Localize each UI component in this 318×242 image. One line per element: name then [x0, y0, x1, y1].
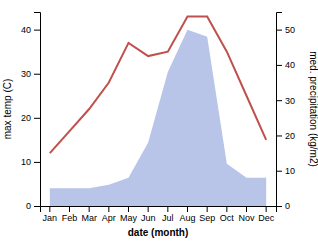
y-tick-mark: [34, 30, 40, 31]
y2-tick-mark: [276, 100, 282, 101]
y-axis-line: [34, 13, 41, 207]
x-tick-label: Jan: [43, 213, 58, 223]
y2-axis-line: [277, 13, 283, 207]
y2-axis: 0 10 20 30 40 50: [276, 13, 295, 212]
y-tick-label: 20: [21, 113, 31, 123]
y-tick-label: 0: [26, 201, 31, 211]
y2-tick-label: 50: [285, 25, 295, 35]
x-tick-mark: [148, 206, 149, 212]
x-axis-title: date (month): [128, 227, 189, 238]
y2-tick: 30: [276, 96, 295, 106]
x-tick-mark: [207, 206, 208, 212]
x-tick-label: Nov: [238, 213, 255, 223]
y-tick: 10: [21, 157, 40, 167]
x-tick: Apr: [102, 206, 116, 223]
plot: Jan FebMar Apr MayJun Jul Aug Sep OctNovDec 0 10 2…: [21, 13, 295, 224]
x-tick: Jan: [43, 206, 58, 223]
x-tick-label: Dec: [258, 213, 275, 223]
x-tick: Jun: [141, 206, 156, 223]
x-tick-mark: [49, 206, 50, 212]
y2-tick-mark: [276, 171, 282, 172]
y2-tick: 50: [276, 25, 295, 35]
x-tick: Aug: [179, 206, 195, 223]
x-tick-label: Aug: [179, 213, 195, 223]
x-tick-label: Mar: [81, 213, 97, 223]
y2-tick-label: 40: [285, 60, 295, 70]
y-tick-mark: [34, 206, 40, 207]
x-tick-mark: [187, 206, 188, 212]
x-tick-label: Jul: [162, 213, 174, 223]
x-tick-label: Feb: [62, 213, 78, 223]
x-tick: Oct: [220, 206, 235, 223]
y2-tick-mark: [276, 65, 282, 66]
y-axis-title: max temp (C): [2, 79, 13, 140]
x-tick-mark: [226, 206, 227, 212]
x-tick: Dec: [258, 206, 275, 223]
y2-tick: 20: [276, 131, 295, 141]
y2-tick-label: 0: [285, 201, 290, 211]
y2-tick-label: 10: [285, 166, 295, 176]
y-tick-label: 30: [21, 69, 31, 79]
y2-tick: 0: [276, 201, 290, 211]
y2-tick-label: 20: [285, 131, 295, 141]
y2-axis-title: med. precipitation (kg/m2): [308, 51, 318, 167]
x-tick: Mar: [81, 206, 97, 223]
x-axis-line: [41, 207, 277, 213]
y-tick: 20: [21, 113, 40, 123]
y-tick: 0: [26, 201, 40, 211]
x-tick: Jul: [162, 206, 174, 223]
y2-tick: 10: [276, 166, 295, 176]
x-tick: Feb: [62, 206, 78, 223]
y-tick: 30: [21, 69, 40, 79]
marks: [50, 16, 266, 206]
y2-tick: 40: [276, 60, 295, 70]
line: [50, 16, 266, 153]
y2-tick-label: 30: [285, 96, 295, 106]
x-tick-mark: [108, 206, 109, 212]
y-tick-label: 40: [21, 25, 31, 35]
y2-tick-mark: [276, 206, 282, 207]
x-axis: Jan FebMar Apr MayJun Jul Aug Sep OctNovDec: [41, 206, 277, 223]
y-tick-mark: [34, 162, 40, 163]
x-tick-mark: [89, 206, 90, 212]
y-tick: 40: [21, 25, 40, 35]
x-tick-label: Jun: [141, 213, 156, 223]
x-tick-label: Oct: [220, 213, 235, 223]
y-tick-mark: [34, 118, 40, 119]
y2-tick-mark: [276, 30, 282, 31]
y2-tick-mark: [276, 135, 282, 136]
chart-svg: Jan FebMar Apr MayJun Jul Aug Sep OctNovDec 0 10 2…: [0, 0, 318, 242]
x-tick: Sep: [199, 206, 215, 223]
x-tick: Nov: [238, 206, 255, 223]
x-tick-mark: [69, 206, 70, 212]
x-tick-mark: [266, 206, 267, 212]
y-tick-mark: [34, 74, 40, 75]
x-tick-mark: [167, 206, 168, 212]
y-tick-label: 10: [21, 157, 31, 167]
x-tick: May: [120, 206, 138, 223]
x-tick-label: Apr: [102, 213, 116, 223]
chart-container: Jan FebMar Apr MayJun Jul Aug Sep OctNovDec 0 10 2…: [0, 0, 318, 242]
x-tick-mark: [246, 206, 247, 212]
x-tick-label: Sep: [199, 213, 215, 223]
x-tick-mark: [128, 206, 129, 212]
y-axis: 0 10 20 30 40: [21, 13, 41, 212]
x-tick-label: May: [120, 213, 138, 223]
